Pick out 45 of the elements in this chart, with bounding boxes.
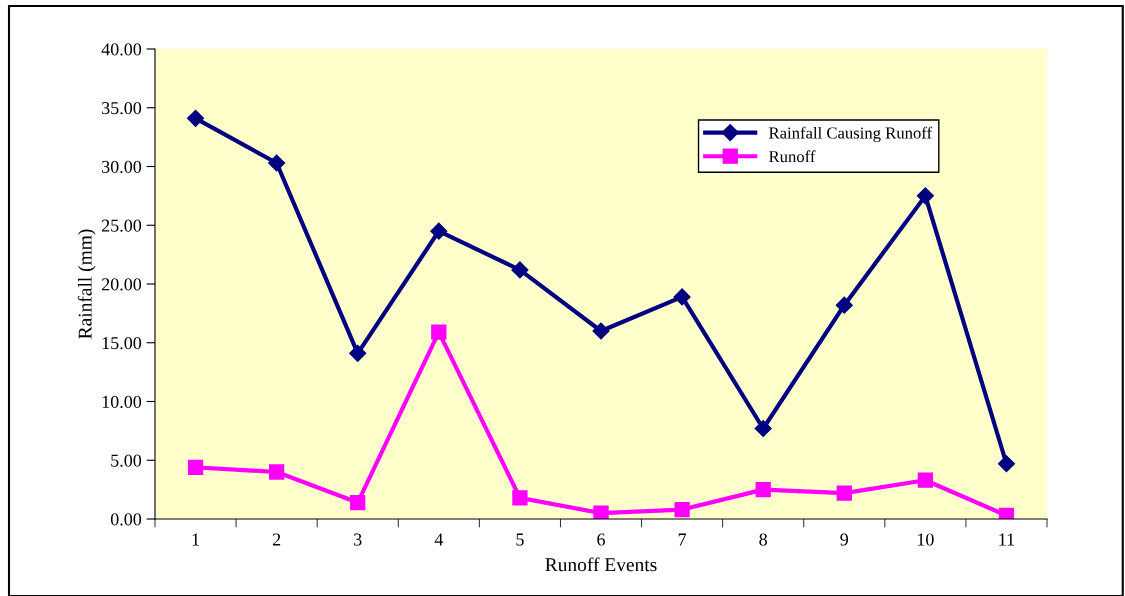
y-tick-label: 30.00 <box>102 160 142 174</box>
x-axis-title: Runoff Events <box>545 557 657 572</box>
point <box>350 494 366 511</box>
point <box>997 455 1016 473</box>
x-tick-label: 4 <box>434 533 444 546</box>
point <box>916 187 934 205</box>
y-axis-title: Rainfall (mm) <box>77 229 96 339</box>
x-tick-label: 8 <box>759 533 768 546</box>
y-tick-label: 0.00 <box>110 513 142 526</box>
point <box>754 419 772 438</box>
point <box>673 288 691 306</box>
y-tick-label: 5.00 <box>111 454 142 467</box>
point <box>187 459 204 475</box>
point <box>268 154 286 172</box>
y-tick-label: 25.00 <box>101 219 142 232</box>
x-tick-label: 9 <box>840 533 849 546</box>
point <box>836 485 852 501</box>
x-tick-label: 10 <box>917 533 934 546</box>
x-tick-label: 11 <box>999 533 1015 546</box>
x-tick-label: 6 <box>597 533 605 546</box>
point <box>349 344 367 362</box>
point <box>430 222 448 240</box>
x-tick-label: 7 <box>678 533 687 546</box>
point <box>917 472 934 488</box>
x-tick-label: 1 <box>192 533 199 546</box>
legend-label: Runoff <box>769 150 816 163</box>
point <box>755 481 771 498</box>
legend-label: Rainfall Causing Runoff <box>769 126 933 143</box>
x-tick-label: 3 <box>354 533 362 546</box>
x-tick-label: 2 <box>272 533 281 546</box>
y-tick-label: 10.00 <box>102 395 142 409</box>
x-tick-label: 5 <box>516 533 524 546</box>
y-tick-label: 15.00 <box>102 337 142 350</box>
point <box>512 490 528 506</box>
y-tick-label: 35.00 <box>102 102 142 115</box>
point <box>511 261 529 279</box>
point <box>593 505 609 519</box>
y-tick-label: 40.00 <box>101 43 142 56</box>
point <box>674 501 690 518</box>
point <box>835 296 853 314</box>
y-tick-label: 20.00 <box>101 278 142 291</box>
point <box>186 109 205 127</box>
point <box>592 322 610 340</box>
point <box>431 324 447 340</box>
point <box>268 464 285 480</box>
